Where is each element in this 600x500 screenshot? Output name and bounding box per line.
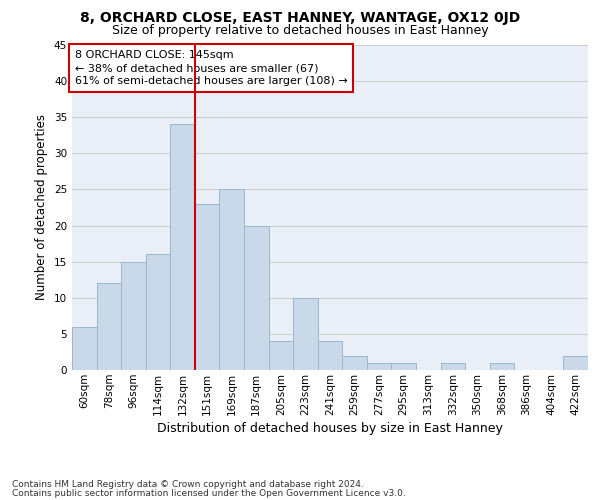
Bar (72, 326, 97, 370)
Bar (490, 363, 514, 370)
Bar (367, 363, 391, 370)
Text: Contains public sector information licensed under the Open Government Licence v3: Contains public sector information licen… (12, 488, 406, 498)
Bar (195, 204, 220, 370)
Bar (244, 226, 269, 370)
Bar (146, 254, 170, 370)
Bar (269, 341, 293, 370)
X-axis label: Distribution of detached houses by size in East Hanney: Distribution of detached houses by size … (157, 422, 503, 435)
Bar (121, 262, 146, 370)
Bar (170, 124, 195, 370)
Text: 8 ORCHARD CLOSE: 145sqm
← 38% of detached houses are smaller (67)
61% of semi-de: 8 ORCHARD CLOSE: 145sqm ← 38% of detache… (74, 50, 347, 86)
Bar (342, 356, 367, 370)
Bar (318, 341, 342, 370)
Text: Contains HM Land Registry data © Crown copyright and database right 2024.: Contains HM Land Registry data © Crown c… (12, 480, 364, 489)
Bar (293, 298, 318, 370)
Bar (220, 190, 244, 370)
Bar (563, 356, 588, 370)
Text: Size of property relative to detached houses in East Hanney: Size of property relative to detached ho… (112, 24, 488, 37)
Bar (391, 363, 416, 370)
Bar (440, 363, 465, 370)
Bar (97, 284, 121, 370)
Y-axis label: Number of detached properties: Number of detached properties (35, 114, 49, 300)
Text: 8, ORCHARD CLOSE, EAST HANNEY, WANTAGE, OX12 0JD: 8, ORCHARD CLOSE, EAST HANNEY, WANTAGE, … (80, 11, 520, 25)
